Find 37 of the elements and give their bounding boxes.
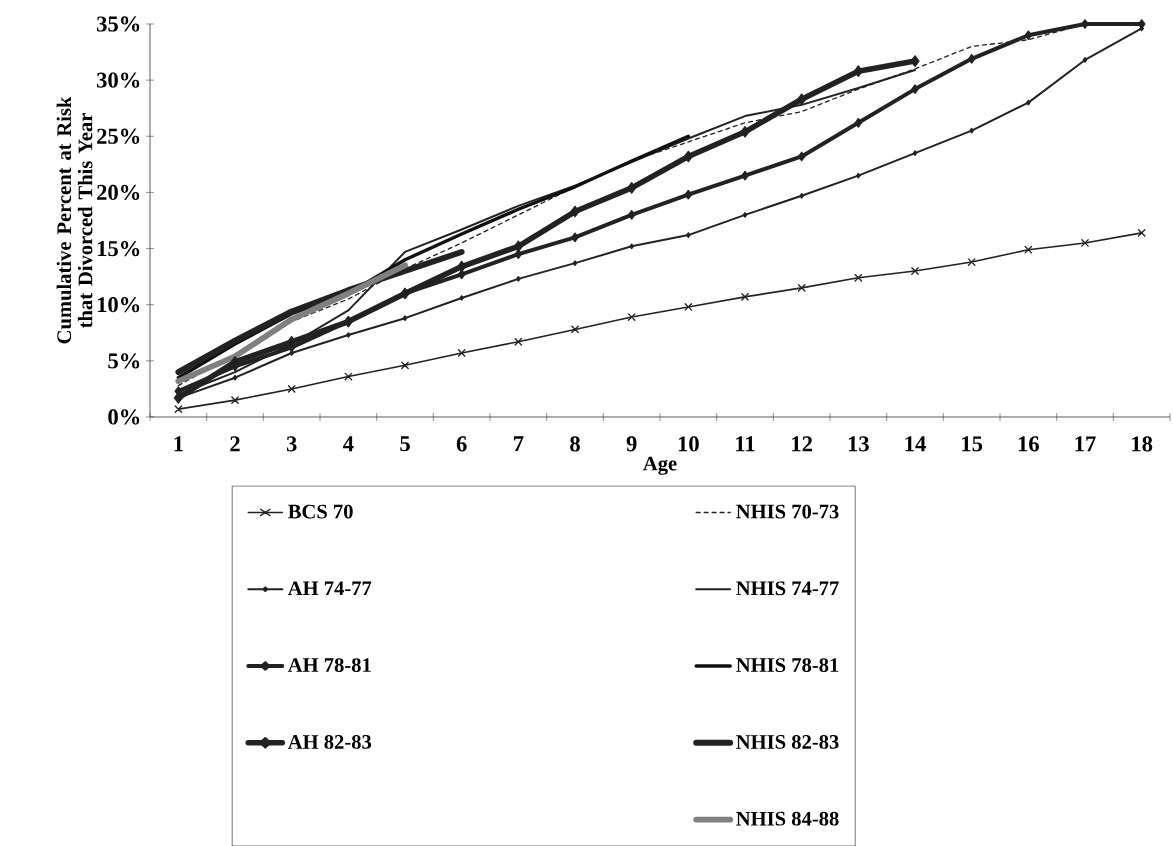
legend-label: NHIS 84-88: [736, 811, 839, 826]
x-tick-label: 18: [1132, 436, 1153, 452]
legend-label: AH 82-83: [287, 734, 372, 749]
legend-label: NHIS 78-81: [736, 658, 839, 672]
x-tick-label: 4: [343, 436, 354, 452]
y-axis-title: Cumulative Percent at Risk that Divorced This Year: [56, 96, 93, 344]
x-tick-label: 9: [626, 436, 637, 452]
y-tick-label: 0%: [108, 409, 140, 425]
x-tick-label: 14: [905, 436, 926, 452]
x-tick-label: 15: [962, 436, 983, 452]
x-axis-title: Age: [643, 456, 677, 475]
x-tick-label: 17: [1075, 436, 1096, 452]
legend-label: NHIS 82-83: [736, 734, 839, 749]
x-tick-label: 12: [792, 436, 812, 452]
x-tick-label: 3: [286, 436, 297, 452]
x-tick-label: 13: [848, 436, 869, 452]
legend-label: NHIS 74-77: [736, 581, 839, 596]
legend-label: AH 78-81: [287, 658, 371, 672]
y-tick-label: 35%: [97, 16, 140, 32]
y-tick-label: 25%: [97, 128, 140, 144]
y-tick-label: 5%: [108, 353, 140, 369]
y-tick-label: 10%: [97, 296, 140, 313]
x-tick-label: 1: [174, 436, 183, 452]
y-tick-label: 20%: [97, 184, 140, 200]
x-tick-label: 8: [570, 436, 580, 452]
x-tick-label: 2: [230, 436, 240, 452]
x-tick-label: 11: [736, 436, 755, 452]
x-tick-label: 5: [400, 436, 410, 452]
x-tick-label: 7: [513, 436, 524, 451]
y-tick-label: 30%: [97, 72, 140, 88]
y-tick-label: 15%: [97, 240, 140, 257]
x-tick-label: 10: [678, 436, 699, 452]
legend-label: NHIS 70-73: [736, 504, 839, 519]
x-tick-label: 16: [1018, 436, 1039, 452]
legend-label: BCS 70: [288, 504, 353, 519]
legend-label: AH 74-77: [287, 581, 372, 595]
x-tick-label: 6: [456, 436, 467, 452]
